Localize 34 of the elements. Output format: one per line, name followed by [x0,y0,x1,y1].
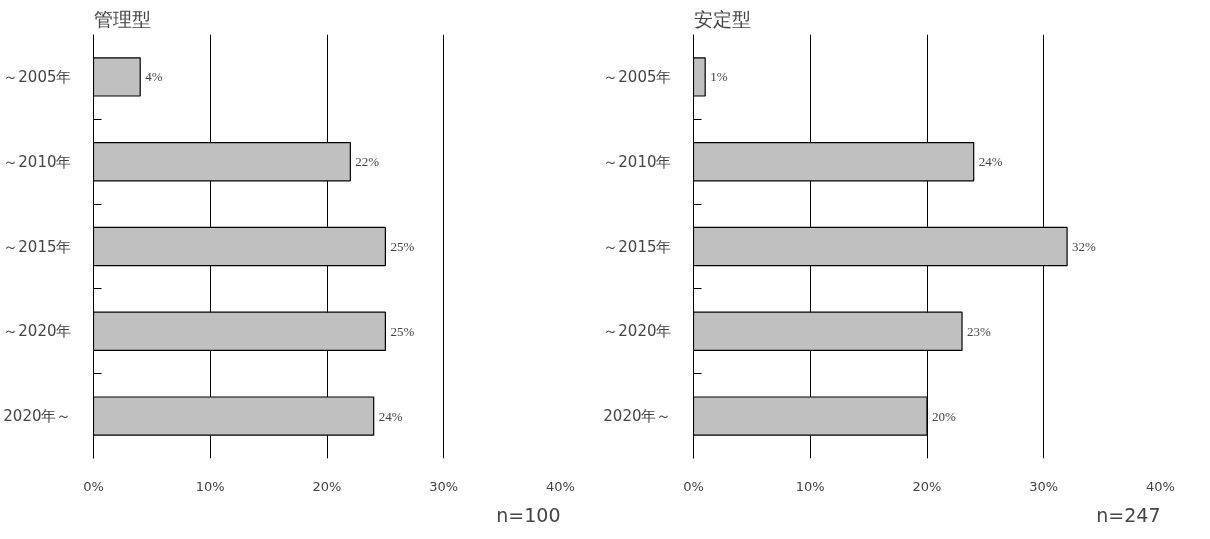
data-label: 32% [1072,239,1097,254]
data-label: 23% [967,323,992,339]
x-tick-label: 20% [912,478,942,494]
y-tick-label: ～2005年 [603,67,672,86]
data-label: 25% [390,323,415,339]
text: n=100 [496,503,561,526]
data-label: 22% [355,154,380,170]
y-tick-label: 2020年～ [603,407,672,426]
data-label: 1% [710,69,728,85]
y-tick-label: ～2020年 [603,322,672,341]
x-tick-label: 10% [795,478,825,494]
data-label: 24% [378,408,403,424]
x-tick-label: 10% [195,478,225,494]
text: n=247 [1096,503,1161,526]
y-tick-label: 2020年～ [3,407,72,426]
y-tick-label: ～2020年 [3,322,72,341]
y-tick-label: ～2010年 [603,152,672,171]
data-label: 4% [145,69,163,85]
x-tick-label: 0% [83,478,104,494]
x-tick-label: 20% [312,478,342,494]
data-label: 24% [978,154,1003,170]
x-tick-label: 30% [1029,478,1059,494]
chart-title: 安定型 [693,7,751,30]
x-tick-label: 0% [683,478,704,494]
y-tick-label: ～2015年 [603,237,672,256]
y-tick-label: ～2015年 [3,237,72,256]
x-tick-label: 30% [429,478,459,494]
data-label: 25% [390,239,415,254]
x-tick-label: 40% [1146,478,1175,494]
x-tick-label: 40% [546,478,575,494]
y-tick-label: ～2010年 [3,152,72,171]
y-tick-label: ～2005年 [3,67,72,86]
chart-title: 管理型 [93,7,151,30]
data-label: 20% [932,408,956,424]
